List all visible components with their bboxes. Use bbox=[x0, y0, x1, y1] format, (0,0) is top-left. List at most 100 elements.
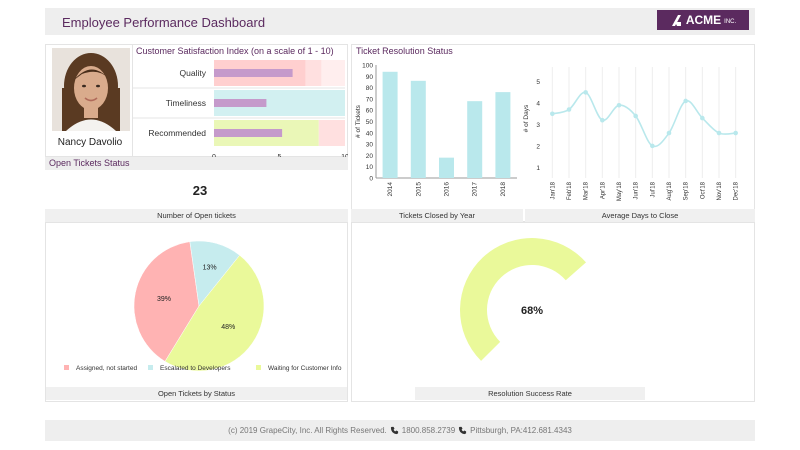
avg-days-point bbox=[600, 117, 605, 123]
pie-legend-label: Escalated to Developers bbox=[160, 365, 231, 372]
line-y-tick-label: 5 bbox=[536, 79, 540, 86]
open-tickets-title: Open Tickets Status bbox=[49, 158, 130, 168]
bar-x-tick-label: 2018 bbox=[500, 182, 507, 197]
line-x-tick-label: Sep'18 bbox=[684, 181, 690, 200]
gauge-value-label: 68% bbox=[521, 305, 543, 317]
closed-bar-2017 bbox=[467, 101, 483, 178]
line-x-tick-label: Oct'18 bbox=[700, 181, 706, 199]
closed-bar-2016 bbox=[439, 157, 454, 178]
avg-days-point bbox=[650, 143, 655, 149]
avg-days-caption: Average Days to Close bbox=[525, 209, 755, 222]
bar-x-tick-label: 2015 bbox=[415, 182, 422, 197]
bar-y-tick-label: 50 bbox=[366, 119, 374, 126]
footer-phone[interactable]: 1800.858.2739 bbox=[401, 426, 456, 435]
avg-days-point bbox=[583, 90, 588, 95]
footer-copyright: (c) 2019 GrapeCity, Inc. All Rights Rese… bbox=[228, 426, 387, 435]
open-tickets-header: Open Tickets Status bbox=[45, 157, 348, 170]
avg-days-point bbox=[550, 111, 555, 117]
line-x-tick-label: Mar'18 bbox=[584, 181, 590, 200]
acme-logo-icon bbox=[671, 14, 681, 26]
avg-days-point bbox=[683, 98, 688, 104]
csat-range-band bbox=[318, 120, 345, 146]
line-x-tick-label: Feb'18 bbox=[567, 181, 573, 200]
closed-bar-2015 bbox=[410, 80, 426, 178]
line-x-tick-label: Apr'18 bbox=[600, 181, 606, 199]
pie-slice bbox=[133, 241, 200, 362]
footer: (c) 2019 GrapeCity, Inc. All Rights Rese… bbox=[45, 420, 755, 441]
open-tickets-pie-chart: 39% 13% 48% Assigned, not started Escalated … bbox=[64, 240, 342, 372]
ticket-resolution-panel: Ticket Resolution Status 0 10 20 30 40 50 60 70… bbox=[351, 44, 755, 222]
pie-slice-label: 39% bbox=[157, 296, 171, 303]
bar-y-tick-label: 10 bbox=[366, 164, 374, 171]
line-x-tick-label: Jul'18 bbox=[650, 181, 656, 197]
bar-y-tick-label: 90 bbox=[366, 74, 374, 81]
pie-legend-label: Assigned, not started bbox=[76, 365, 137, 372]
pie-slice-label: 13% bbox=[203, 265, 217, 272]
ticket-resolution-title: Ticket Resolution Status bbox=[356, 46, 453, 56]
avg-days-point bbox=[700, 115, 705, 121]
company-logo[interactable]: ACME INC. bbox=[657, 10, 749, 30]
pie-slice-label: 48% bbox=[221, 324, 235, 331]
avg-days-line bbox=[552, 91, 736, 148]
avg-days-point bbox=[733, 130, 738, 136]
bar-y-tick-label: 20 bbox=[366, 153, 374, 160]
csat-panel: Customer Satisfaction Index (on a scale … bbox=[133, 44, 348, 158]
pie-slice bbox=[164, 254, 265, 372]
bar-y-tick-label: 0 bbox=[369, 176, 373, 183]
closed-bar-2014 bbox=[382, 71, 398, 178]
avg-days-point bbox=[666, 130, 672, 136]
logo-suffix: INC. bbox=[724, 19, 737, 25]
line-x-tick-label: Nov'18 bbox=[717, 181, 723, 200]
open-tickets-status-panel: 39% 13% 48% Assigned, not started Escalated … bbox=[45, 222, 348, 402]
pie-legend-label: Waiting for Customer Info bbox=[268, 365, 342, 372]
csat-category-label: Quality bbox=[180, 68, 207, 78]
pie-caption: Open Tickets by Status bbox=[46, 387, 347, 400]
bar-y-tick-label: 100 bbox=[362, 63, 373, 70]
avg-days-point bbox=[716, 130, 722, 136]
csat-range-band bbox=[321, 60, 345, 86]
employee-profile: Nancy Davolio bbox=[45, 44, 133, 157]
csat-tick-label: 10 bbox=[341, 154, 348, 158]
open-tickets-count: 23 bbox=[192, 183, 208, 198]
csat-category-label: Recommended bbox=[148, 128, 206, 138]
line-y-tick-label: 4 bbox=[536, 101, 540, 108]
resolution-success-panel: 68% bbox=[351, 222, 755, 402]
bar-y-tick-label: 70 bbox=[366, 96, 374, 103]
footer-address: Pittsburgh, PA:412.681.4343 bbox=[470, 426, 572, 435]
csat-chart: Quality Timeliness Recommended 0 5 10 bbox=[133, 60, 348, 158]
pie-legend-swatch bbox=[64, 365, 69, 370]
line-y-axis-label: # of Days bbox=[523, 104, 530, 132]
logo-text: ACME bbox=[685, 13, 722, 27]
phone-icon bbox=[390, 426, 398, 435]
pie-legend-swatch bbox=[256, 365, 261, 370]
tickets-closed-caption: Tickets Closed by Year bbox=[351, 209, 523, 222]
bar-y-tick-label: 80 bbox=[366, 85, 374, 92]
avg-days-point bbox=[616, 102, 622, 108]
ticket-resolution-charts: 0 10 20 30 40 50 60 70 80 90 100 # of Tickets 2014 20… bbox=[355, 63, 740, 202]
pie-legend-swatch bbox=[148, 365, 153, 370]
bar-y-tick-label: 30 bbox=[366, 142, 374, 149]
line-x-tick-label: Jan'18 bbox=[550, 181, 556, 199]
page-title: Employee Performance Dashboard bbox=[62, 15, 266, 30]
csat-bar-recommended bbox=[214, 129, 283, 137]
employee-name: Nancy Davolio bbox=[57, 137, 123, 148]
line-x-tick-label: Aug'18 bbox=[667, 181, 673, 200]
resolution-gauge: 68% bbox=[460, 237, 587, 361]
gauge-caption: Resolution Success Rate bbox=[415, 387, 645, 400]
line-y-tick-label: 2 bbox=[536, 143, 540, 150]
bar-x-tick-label: 2014 bbox=[387, 182, 394, 197]
phone-icon bbox=[459, 426, 467, 435]
csat-bar-quality bbox=[214, 69, 293, 77]
csat-range-band bbox=[305, 60, 322, 86]
csat-tick-label: 5 bbox=[278, 154, 282, 158]
bar-x-tick-label: 2017 bbox=[472, 182, 479, 197]
line-y-tick-label: 1 bbox=[536, 165, 540, 172]
line-y-tick-label: 3 bbox=[536, 122, 540, 129]
csat-tick-label: 0 bbox=[212, 154, 216, 158]
closed-bar-2018 bbox=[495, 92, 511, 178]
csat-bar-timeliness bbox=[214, 99, 267, 107]
gauge-value-arc bbox=[460, 237, 587, 361]
employee-photo bbox=[52, 48, 130, 131]
line-x-tick-label: Jun'18 bbox=[634, 181, 640, 199]
csat-title: Customer Satisfaction Index (on a scale … bbox=[136, 46, 334, 56]
